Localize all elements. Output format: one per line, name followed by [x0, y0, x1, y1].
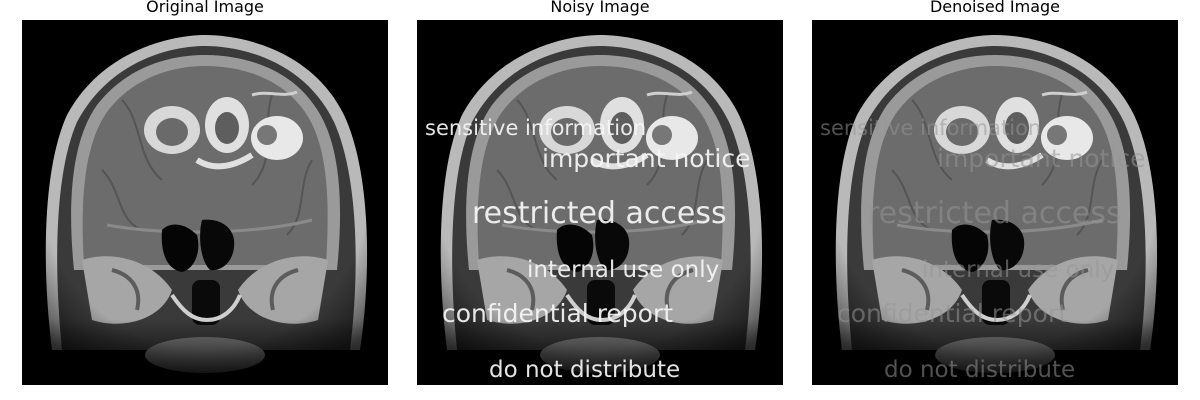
overlay-do-not-distribute: do not distribute [489, 357, 681, 383]
ghost-restricted-access: restricted access [867, 196, 1122, 231]
overlay-sensitive-information: sensitive information [425, 116, 647, 140]
original-mri-image [22, 20, 388, 385]
overlay-important-notice: important notice [542, 144, 751, 173]
overlay-confidential-report: confidential report [442, 299, 674, 328]
denoised-mri-image: sensitive information important notice r… [812, 20, 1178, 385]
panel-title-original: Original Image [146, 0, 264, 16]
ghost-internal-use-only: internal use only [922, 257, 1115, 283]
noisy-mri-image: sensitive information important notice r… [417, 20, 783, 385]
panel-title-denoised: Denoised Image [929, 0, 1061, 16]
ghost-sensitive-information: sensitive information [820, 116, 1042, 140]
noisy-panel: Noisy Image sensitive information import… [417, 0, 783, 386]
ghost-important-notice: important notice [937, 144, 1146, 173]
ghost-confidential-report: confidential report [837, 299, 1069, 328]
panel-title-noisy: Noisy Image [550, 0, 650, 16]
overlay-internal-use-only: internal use only [527, 257, 720, 283]
overlay-restricted-access: restricted access [472, 196, 727, 231]
ghost-do-not-distribute: do not distribute [884, 357, 1076, 383]
denoised-panel: Denoised Image sensitive information imp… [812, 0, 1178, 386]
original-panel: Original Image [22, 0, 388, 386]
